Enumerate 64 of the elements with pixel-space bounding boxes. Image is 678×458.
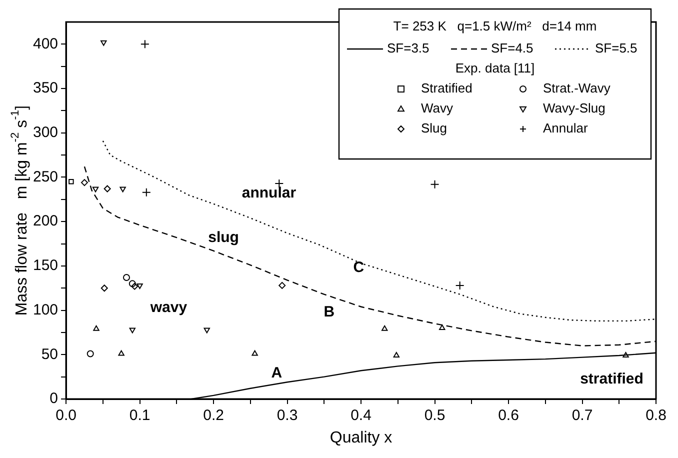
y-tick-label: 400 (32, 35, 58, 52)
annotation: wavy (149, 298, 188, 316)
point (278, 282, 286, 289)
x-tick-label: 0.8 (646, 407, 666, 424)
x-axis-title: Quality x (330, 429, 392, 446)
legend-label: Annular (543, 120, 588, 136)
y-tick-label: 100 (32, 301, 58, 318)
x-tick-label: 0.1 (129, 407, 150, 424)
legend-label: Stratified (421, 80, 472, 96)
point (118, 350, 124, 356)
annotation: B (324, 303, 335, 320)
point (393, 352, 400, 358)
annotation: A (271, 364, 282, 382)
point (104, 185, 111, 192)
point (142, 188, 151, 197)
point (430, 180, 440, 189)
point (128, 280, 136, 288)
point (86, 350, 94, 358)
legend-title: T= 253 K q=1.5 kW/m² d=14 mm (393, 18, 597, 34)
y-tick-label: 300 (32, 124, 58, 142)
point (204, 328, 210, 334)
point (92, 186, 99, 192)
y-tick-label: 200 (32, 212, 58, 230)
y-tick-label: 150 (32, 257, 58, 274)
point (68, 179, 74, 184)
x-tick-label: 0.6 (498, 407, 519, 424)
point (455, 280, 464, 290)
legend-label: SF=3.5 (387, 40, 430, 56)
x-tick-label: 0.4 (350, 407, 372, 424)
point (123, 274, 130, 281)
legend-label: Wavy-Slug (543, 100, 606, 116)
point (382, 325, 388, 331)
y-tick-label: 250 (32, 168, 58, 186)
y-axis-title: Mass flow rate m [kg m-2 s-1] (10, 105, 30, 316)
x-tick-label: 0.7 (572, 407, 593, 424)
x-tick-label: 0.2 (203, 407, 224, 424)
point (100, 284, 108, 292)
point (622, 352, 629, 358)
x-tick-label: 0.5 (424, 407, 446, 424)
legend-label: SF=5.5 (595, 40, 638, 56)
annotation: stratified (580, 370, 644, 388)
point (80, 179, 88, 186)
y-tick-label: 50 (41, 346, 58, 363)
x-tick-label: 0.3 (276, 407, 298, 424)
annotation: annular (242, 184, 296, 202)
point (93, 325, 100, 331)
legend-label: Strat.-Wavy (543, 80, 611, 96)
x-tick-label: 0.0 (56, 407, 76, 424)
point (129, 328, 136, 334)
legend-label: Slug (421, 120, 448, 136)
point (136, 283, 143, 289)
point (252, 350, 258, 356)
annotation: Exp. data [11] (455, 60, 535, 76)
y-tick-label: 350 (32, 80, 58, 97)
point (120, 186, 126, 192)
annotation: C (353, 258, 364, 276)
point (140, 40, 150, 49)
y-tick-label: 0 (50, 390, 58, 408)
point (439, 324, 446, 330)
legend-label: SF=4.5 (491, 40, 534, 56)
legend-label: Wavy (421, 100, 454, 116)
point (131, 282, 138, 290)
annotation: slug (208, 228, 239, 246)
point (100, 40, 107, 46)
